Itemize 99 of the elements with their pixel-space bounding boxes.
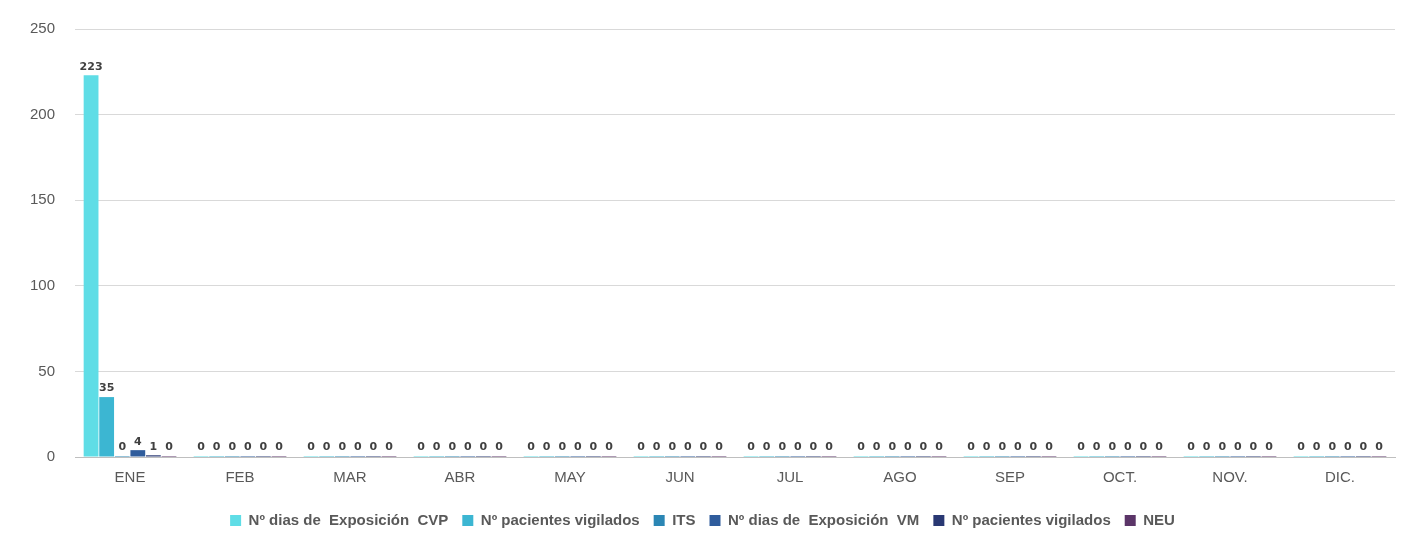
x-tick-label: ENE [114, 468, 146, 486]
data-label: 0 [998, 440, 1007, 454]
data-label: 4 [133, 434, 142, 448]
data-label: 0 [1045, 440, 1054, 454]
x-tick-label: MAY [554, 468, 586, 486]
data-label: 0 [463, 440, 472, 454]
data-label: 0 [165, 440, 174, 454]
data-label: 0 [919, 440, 928, 454]
data-label: 0 [1029, 440, 1038, 454]
x-tick-label: DIC. [1325, 468, 1355, 486]
data-label: 0 [683, 440, 692, 454]
data-label: 0 [982, 440, 991, 454]
x-tick-label: JUL [776, 468, 804, 486]
y-tick-label: 0 [46, 447, 56, 465]
data-label: 0 [605, 440, 614, 454]
data-label: 0 [385, 440, 394, 454]
data-label: 0 [778, 440, 787, 454]
data-label: 0 [872, 440, 881, 454]
data-label: 0 [243, 440, 252, 454]
data-label: 0 [903, 440, 912, 454]
y-tick-label: 100 [30, 275, 56, 293]
data-label: 0 [369, 440, 378, 454]
data-label: 0 [1202, 440, 1211, 454]
x-tick-label: ABR [444, 468, 476, 486]
legend-label: Nº pacientes vigilados [951, 510, 1111, 528]
data-label: 0 [1328, 440, 1337, 454]
data-label: 0 [1092, 440, 1101, 454]
data-label: 0 [1139, 440, 1148, 454]
data-label: 0 [967, 440, 976, 454]
data-label: 0 [1155, 440, 1164, 454]
data-label: 0 [212, 440, 221, 454]
data-label: 0 [448, 440, 457, 454]
data-label: 0 [307, 440, 316, 454]
data-label: 0 [338, 440, 347, 454]
data-label: 0 [197, 440, 206, 454]
data-label: 0 [1343, 440, 1352, 454]
x-tick-label: MAR [333, 468, 367, 486]
data-label: 0 [353, 440, 362, 454]
data-label: 0 [825, 440, 834, 454]
legend-label: Nº dias de Exposición VM [728, 510, 920, 528]
data-label: 0 [1265, 440, 1274, 454]
bar [130, 450, 146, 457]
y-tick-label: 50 [38, 361, 56, 379]
data-label: 0 [542, 440, 551, 454]
y-tick-label: 150 [30, 190, 56, 208]
y-tick-label: 250 [30, 19, 56, 37]
legend-label: Nº pacientes vigilados [480, 510, 640, 528]
data-label: 0 [1312, 440, 1321, 454]
data-label: 0 [637, 440, 646, 454]
data-label: 0 [118, 440, 127, 454]
x-tick-label: NOV. [1212, 468, 1248, 486]
x-tick-label: SEP [995, 468, 1026, 486]
data-label: 0 [668, 440, 677, 454]
data-label: 0 [259, 440, 268, 454]
data-label: 0 [793, 440, 802, 454]
data-label: 0 [275, 440, 284, 454]
data-label: 0 [1375, 440, 1384, 454]
data-label: 0 [479, 440, 488, 454]
bar [99, 397, 115, 457]
data-label: 0 [888, 440, 897, 454]
data-label: 0 [1233, 440, 1242, 454]
data-label: 0 [589, 440, 598, 454]
bar [83, 75, 99, 457]
data-label: 1 [149, 439, 158, 453]
legend-label: ITS [672, 510, 696, 528]
data-label: 0 [715, 440, 724, 454]
data-label: 0 [573, 440, 582, 454]
data-label: 0 [1359, 440, 1368, 454]
x-tick-label: OCT. [1102, 468, 1138, 486]
data-label: 223 [79, 59, 103, 73]
data-label: 0 [558, 440, 567, 454]
data-label: 0 [809, 440, 818, 454]
x-tick-label: JUN [665, 468, 695, 486]
data-label: 0 [762, 440, 771, 454]
data-label: 0 [1218, 440, 1227, 454]
data-label: 0 [1077, 440, 1086, 454]
y-tick-label: 200 [30, 104, 56, 122]
data-label: 35 [98, 381, 115, 395]
data-label: 0 [417, 440, 426, 454]
data-label: 0 [1013, 440, 1022, 454]
x-tick-label: FEB [225, 468, 255, 486]
data-label: 0 [1297, 440, 1306, 454]
data-label: 0 [228, 440, 237, 454]
data-label: 0 [322, 440, 331, 454]
data-label: 0 [935, 440, 944, 454]
legend-label: Nº dias de Exposición CVP [248, 510, 449, 528]
data-label: 0 [527, 440, 536, 454]
data-label: 0 [747, 440, 756, 454]
data-label: 0 [857, 440, 866, 454]
data-label: 0 [1187, 440, 1196, 454]
data-label: 0 [699, 440, 708, 454]
data-label: 0 [1108, 440, 1117, 454]
data-label: 0 [1123, 440, 1132, 454]
data-label: 0 [652, 440, 661, 454]
x-tick-label: AGO [883, 468, 917, 486]
legend-label: NEU [1143, 510, 1175, 528]
data-label: 0 [432, 440, 441, 454]
data-label: 0 [1249, 440, 1258, 454]
data-label: 0 [495, 440, 504, 454]
